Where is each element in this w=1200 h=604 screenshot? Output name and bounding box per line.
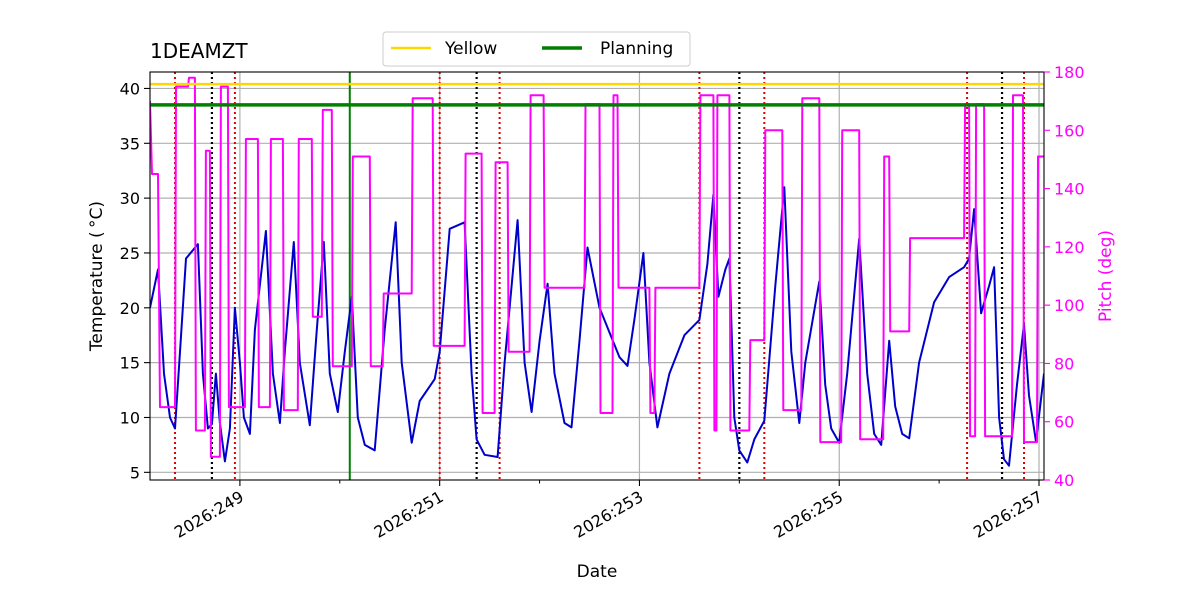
y-right-tick-label: 140 xyxy=(1054,180,1085,199)
y-left-tick-label: 40 xyxy=(120,79,140,98)
chart-title: 1DEAMZT xyxy=(150,39,248,63)
y-right-tick-label: 180 xyxy=(1054,63,1085,82)
y-left-tick-label: 25 xyxy=(120,244,140,263)
legend: Yellow Planning xyxy=(382,31,691,67)
y-left-tick-label: 35 xyxy=(120,134,140,153)
x-tick-label: 2026:255 xyxy=(770,487,846,542)
legend-label-planning: Planning xyxy=(600,39,673,59)
x-tick-label: 2026:249 xyxy=(171,487,247,542)
x-axis-label: Date xyxy=(577,562,618,582)
x-tick-label: 2026:253 xyxy=(571,487,647,542)
plot-frame xyxy=(149,71,1045,481)
y-right-tick-label: 80 xyxy=(1054,354,1074,373)
y-right-tick-label: 120 xyxy=(1054,238,1085,257)
y-axis-label-right: Pitch (deg) xyxy=(1096,230,1116,322)
series-temperature-line xyxy=(150,186,1044,467)
y-right-tick-label: 60 xyxy=(1054,413,1074,432)
y-left-tick-label: 5 xyxy=(130,463,140,482)
y-axis-label-left: Temperature ( °C) xyxy=(87,201,107,352)
series-pitch-line xyxy=(150,76,1044,458)
y-right-tick-label: 40 xyxy=(1054,471,1074,490)
y-left-tick-label: 30 xyxy=(120,189,140,208)
y-left-tick-label: 20 xyxy=(120,299,140,318)
legend-label-yellow: Yellow xyxy=(444,39,497,59)
y-left-tick-label: 10 xyxy=(120,408,140,427)
x-tick-label: 2026:257 xyxy=(970,487,1046,542)
series-lines xyxy=(150,76,1044,467)
y-left-tick-label: 15 xyxy=(120,354,140,373)
y-right-tick-label: 100 xyxy=(1054,296,1085,315)
y-right-tick-label: 160 xyxy=(1054,121,1085,140)
legend-frame xyxy=(382,31,691,67)
x-tick-label: 2026:251 xyxy=(371,487,447,542)
